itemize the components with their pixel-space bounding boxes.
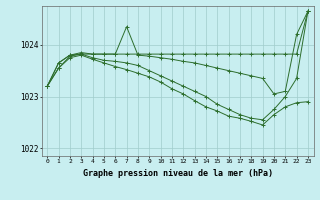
X-axis label: Graphe pression niveau de la mer (hPa): Graphe pression niveau de la mer (hPa) <box>83 169 273 178</box>
